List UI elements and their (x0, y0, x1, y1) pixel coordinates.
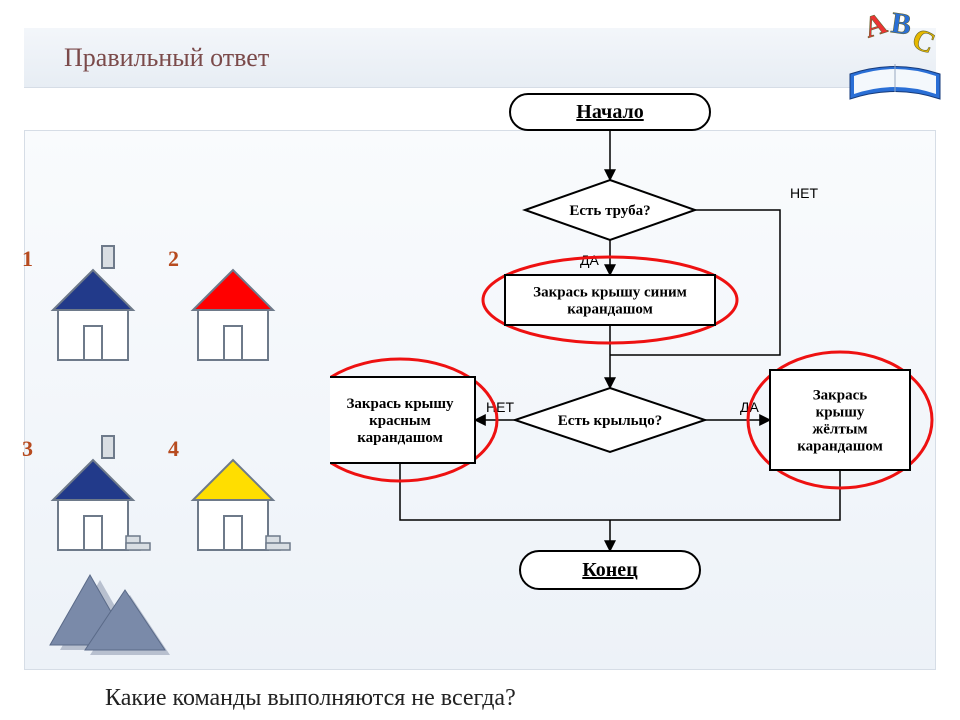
svg-text:карандашом: карандашом (797, 439, 883, 455)
svg-text:Начало: Начало (576, 101, 643, 123)
header-band: Правильный ответ (24, 28, 936, 88)
house-label-3: 3 (22, 436, 33, 462)
svg-text:Закрась крышу синим: Закрась крышу синим (533, 285, 687, 301)
house-4 (188, 426, 308, 566)
house-label-1: 1 (22, 246, 33, 272)
svg-text:Есть труба?: Есть труба? (569, 203, 650, 219)
house-2 (188, 236, 308, 376)
house-3 (48, 426, 168, 566)
svg-text:Закрась: Закрась (813, 388, 868, 404)
svg-text:карандашом: карандашом (567, 302, 653, 318)
fc-node-d2: Есть крыльцо? (515, 388, 705, 452)
svg-text:B: B (889, 6, 913, 41)
house-label-2: 2 (168, 246, 179, 272)
flowchart: ДАНЕТНЕТДАНачалоЕсть труба?Закрась крышу… (330, 90, 950, 610)
fc-node-p_blue: Закрась крышу синимкарандашом (505, 275, 715, 325)
house-label-4: 4 (168, 436, 179, 462)
fc-node-p_red: Закрась крышукраснымкарандашом (330, 377, 475, 463)
page-title: Правильный ответ (64, 43, 269, 73)
svg-text:Закрась крышу: Закрась крышу (346, 396, 454, 412)
svg-text:карандашом: карандашом (357, 430, 443, 446)
svg-text:НЕТ: НЕТ (790, 185, 818, 201)
svg-text:A: A (860, 6, 891, 44)
fc-node-p_yel: Закраськрышужёлтымкарандашом (770, 370, 910, 470)
house-1 (48, 236, 168, 376)
svg-text:крышу: крышу (816, 405, 865, 421)
svg-text:ДА: ДА (580, 252, 599, 268)
svg-text:НЕТ: НЕТ (486, 399, 514, 415)
svg-text:Есть крыльцо?: Есть крыльцо? (558, 413, 662, 429)
deco-triangles-icon (40, 550, 180, 660)
question-text: Какие команды выполняются не всегда? (105, 685, 516, 712)
svg-text:Конец: Конец (582, 559, 638, 581)
svg-text:C: C (907, 22, 939, 61)
svg-text:жёлтым: жёлтым (812, 422, 867, 438)
svg-text:красным: красным (369, 413, 431, 429)
fc-node-start: Начало (510, 94, 710, 130)
fc-node-d1: Есть труба? (525, 180, 695, 240)
fc-node-end: Конец (520, 551, 700, 589)
